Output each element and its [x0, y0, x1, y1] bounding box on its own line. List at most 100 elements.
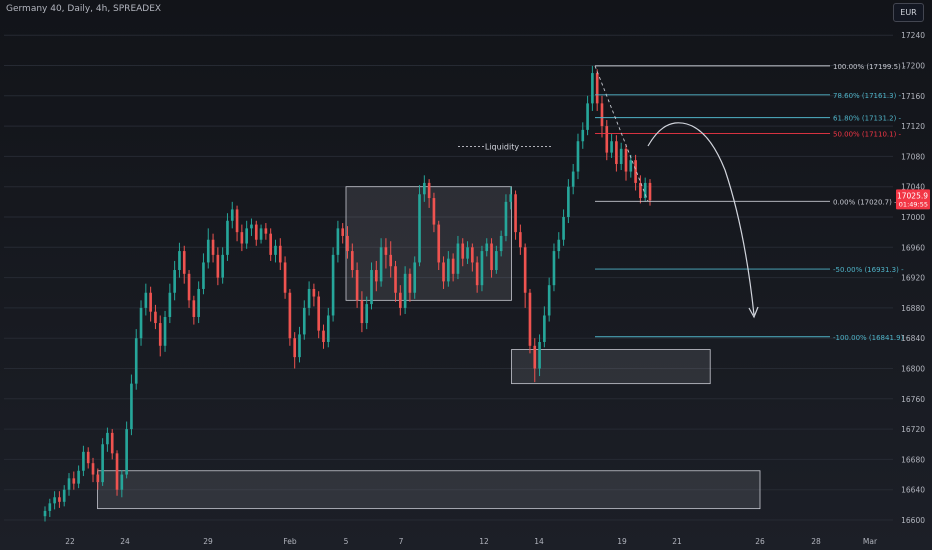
- candle-body: [519, 232, 522, 248]
- candle-body: [254, 224, 258, 240]
- y-tick-label: 16840: [901, 334, 925, 343]
- candle-body: [557, 239, 561, 252]
- candle-body: [365, 304, 369, 324]
- y-tick-label: 17000: [901, 213, 925, 222]
- last-price-text: 17025.9: [897, 191, 928, 200]
- candle-body: [413, 262, 417, 293]
- candle-body: [619, 148, 623, 164]
- x-tick-label: 26: [755, 537, 765, 546]
- candle-body: [331, 254, 335, 316]
- candle-body: [211, 239, 215, 255]
- y-tick-label: 16760: [901, 395, 925, 404]
- candle-body: [533, 345, 537, 369]
- fib-label: -100.00% (16841.9) -: [833, 334, 909, 342]
- candle-body: [490, 243, 493, 271]
- candle-body: [274, 245, 277, 255]
- candle-body: [543, 315, 546, 342]
- candle-body: [67, 478, 71, 490]
- x-tick-label: Mar: [863, 537, 878, 546]
- candle-body: [466, 247, 469, 259]
- x-tick-label: 22: [65, 537, 75, 546]
- candle-body: [643, 182, 647, 199]
- candle-body: [442, 262, 445, 282]
- fib-label: 78.60% (17161.3) -: [833, 92, 902, 100]
- currency-button[interactable]: EUR: [893, 3, 924, 22]
- candle-body: [648, 182, 652, 201]
- y-tick-label: 17160: [901, 92, 925, 101]
- x-tick-label: 29: [203, 537, 213, 546]
- candle-body: [447, 258, 450, 282]
- candle-body: [408, 273, 412, 293]
- candle-body: [350, 251, 354, 271]
- x-tick-label: 19: [617, 537, 627, 546]
- y-tick-label: 16880: [901, 304, 925, 313]
- x-tick-label: 7: [399, 537, 404, 546]
- candle-body: [312, 288, 316, 297]
- candle-body: [115, 453, 119, 490]
- candle-body: [394, 266, 397, 293]
- candle-body: [461, 243, 465, 259]
- candle-body: [173, 270, 176, 293]
- fib-trend-line: [594, 65, 649, 202]
- candle-body: [514, 194, 517, 233]
- candle-body: [139, 307, 143, 339]
- candle-body: [346, 235, 349, 252]
- candle-body: [370, 270, 373, 305]
- candle-body: [259, 228, 263, 240]
- y-tick-label: 16800: [901, 365, 925, 374]
- projection-arrowhead: [748, 306, 759, 319]
- candle-body: [226, 220, 229, 255]
- candle-body: [427, 182, 431, 199]
- candle-body: [163, 316, 167, 346]
- candle-body: [629, 160, 633, 172]
- candle-body: [269, 233, 272, 255]
- y-tick-label: 16920: [901, 274, 925, 283]
- candle-body: [523, 247, 527, 293]
- candle-body: [125, 429, 128, 475]
- candle-body: [379, 247, 383, 282]
- candle-body: [154, 311, 157, 324]
- fib-label: -50.00% (16931.3) -: [833, 266, 904, 274]
- candle-body: [91, 463, 95, 475]
- candle-body: [528, 292, 532, 346]
- demand-zone-lower: [97, 470, 761, 510]
- candle-body: [615, 141, 618, 164]
- candle-body: [576, 141, 580, 172]
- candle-body: [547, 285, 551, 316]
- candle-body: [182, 251, 186, 274]
- candle-body: [283, 262, 287, 293]
- x-tick-label: 5: [344, 537, 349, 546]
- candle-body: [48, 503, 52, 511]
- candle-body: [264, 228, 268, 234]
- x-tick-label: 28: [811, 537, 821, 546]
- candle-body: [86, 451, 90, 464]
- x-tick-label: 21: [672, 537, 682, 546]
- fib-label: 100.00% (17199.5) -: [833, 63, 906, 71]
- candle-body: [149, 292, 152, 312]
- candle-body: [230, 209, 234, 221]
- x-tick-label: Feb: [283, 537, 297, 546]
- candle-body: [250, 224, 253, 229]
- candle-body: [355, 270, 359, 301]
- candle-body: [317, 296, 321, 331]
- candle-body: [451, 258, 455, 274]
- projection-arc: [647, 122, 755, 316]
- candle-body: [471, 247, 474, 263]
- candle-body: [43, 510, 47, 517]
- candle-body: [326, 315, 330, 342]
- y-tick-label: 17240: [901, 31, 925, 40]
- candle-body: [235, 209, 239, 233]
- candle-body: [168, 292, 172, 317]
- y-tick-label: 17040: [901, 183, 925, 192]
- candle-body: [485, 243, 489, 252]
- y-tick-label: 17120: [901, 122, 925, 131]
- candle-body: [384, 247, 388, 255]
- candle-body: [403, 273, 407, 308]
- last-price-badge: [896, 189, 930, 210]
- candle-body: [72, 478, 76, 484]
- candle-body: [423, 182, 426, 195]
- candle-body: [552, 251, 556, 286]
- candle-body: [192, 300, 196, 317]
